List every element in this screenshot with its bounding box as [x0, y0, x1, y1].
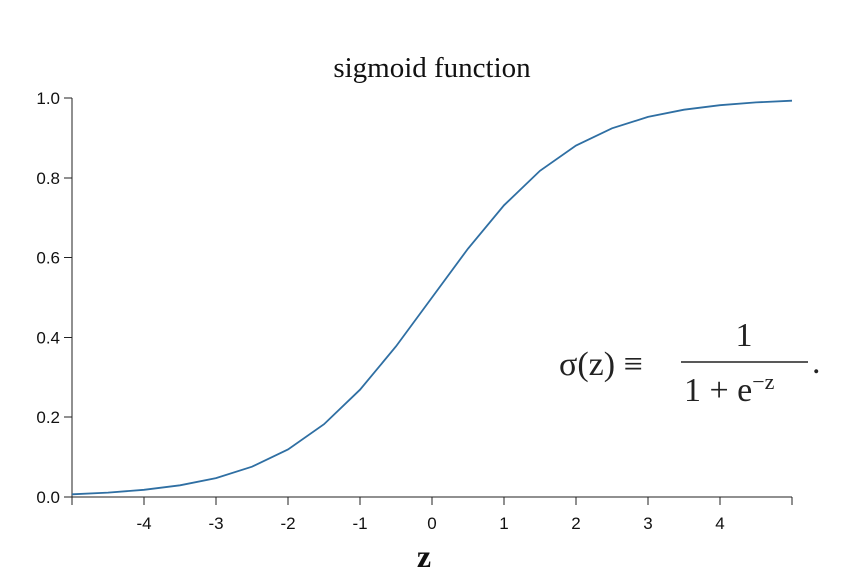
- x-tick-label: 3: [643, 514, 652, 533]
- formula-denominator-base: 1 + e: [684, 372, 752, 409]
- sigmoid-formula: σ(z) ≡ 1 1 + e−z .: [559, 317, 821, 409]
- x-tick-label: -1: [352, 514, 367, 533]
- chart-title: sigmoid function: [333, 52, 531, 84]
- formula-denominator-exponent: −z: [752, 369, 774, 394]
- x-tick-label: 0: [427, 514, 436, 533]
- x-tick-label: 1: [499, 514, 508, 533]
- y-tick-label: 0.0: [36, 488, 60, 507]
- x-tick-label: -3: [208, 514, 223, 533]
- formula-denominator: 1 + e−z: [684, 369, 775, 409]
- formula-lhs: σ(z) ≡: [559, 346, 643, 383]
- y-ticks: 0.0 0.2 0.4 0.6 0.8 1.0: [36, 89, 72, 507]
- x-tick-label: 4: [715, 514, 724, 533]
- sigmoid-curve: [71, 99, 793, 496]
- x-axis-label: z: [417, 538, 431, 574]
- formula-period: .: [812, 344, 821, 381]
- x-tick-label: 2: [571, 514, 580, 533]
- y-tick-label: 0.8: [36, 169, 60, 188]
- x-ticks: -4 -3 -2 -1 0 1 2 3 4: [71, 497, 793, 533]
- x-tick-label: -2: [280, 514, 295, 533]
- y-tick-label: 1.0: [36, 89, 60, 108]
- y-tick-label: 0.6: [36, 249, 60, 268]
- y-tick-label: 0.2: [36, 408, 60, 427]
- x-tick-label: -4: [136, 514, 151, 533]
- y-tick-label: 0.4: [36, 328, 60, 347]
- formula-numerator: 1: [736, 317, 753, 354]
